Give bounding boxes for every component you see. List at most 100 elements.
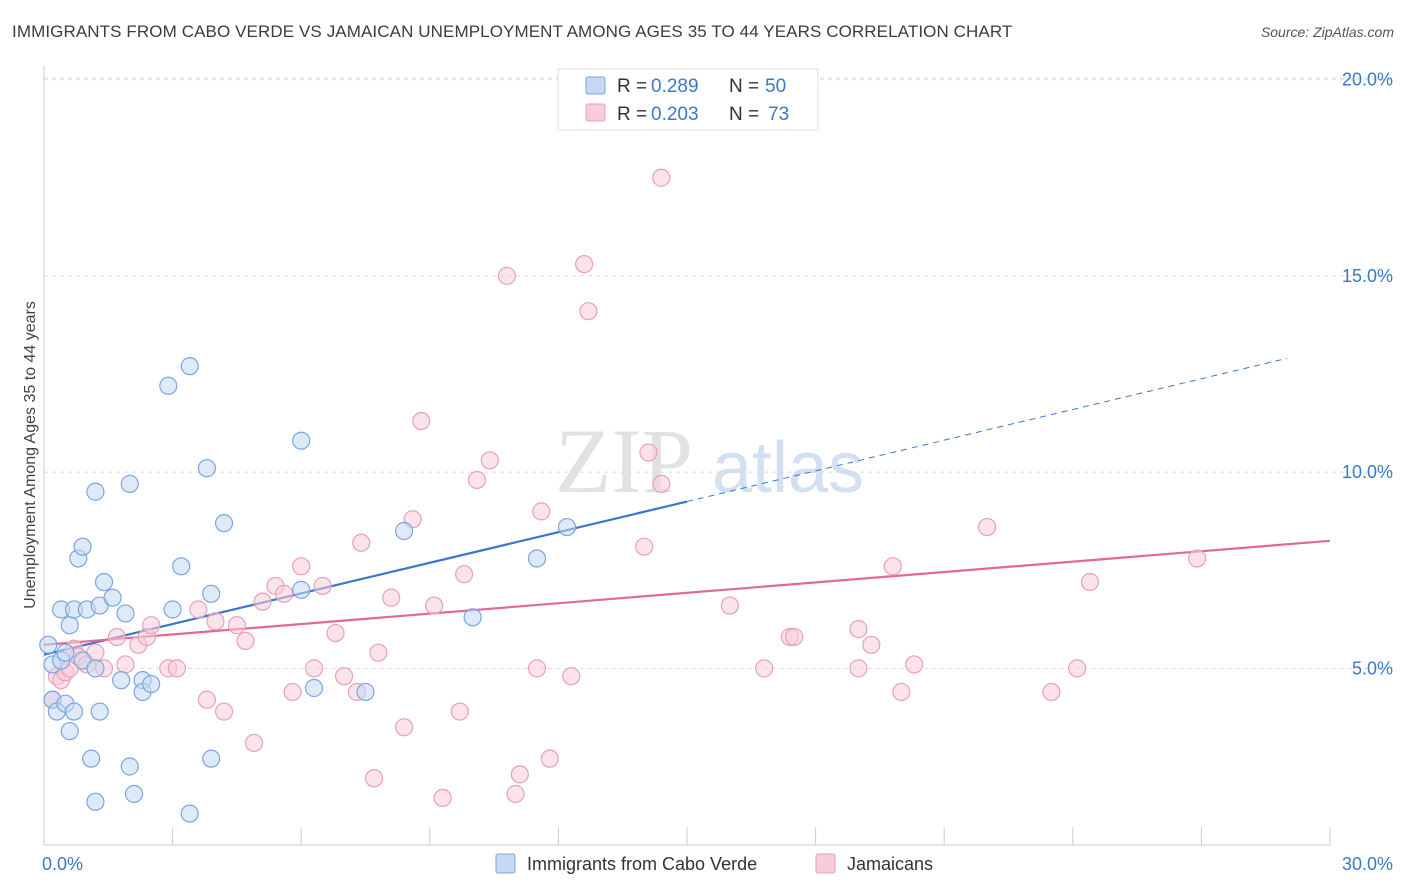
point-jamaicans [394, 718, 414, 737]
point-jamaicans [236, 631, 255, 651]
point-jamaicans [142, 616, 161, 635]
point-jamaicans [755, 659, 774, 678]
point-jamaicans [433, 788, 452, 808]
stats-n-label: N = [729, 76, 759, 97]
point-jamaicans [107, 627, 126, 647]
point-cabo-verde [197, 459, 216, 478]
point-jamaicans [313, 576, 332, 596]
y-tick-label: 5.0% [1352, 658, 1393, 678]
stats-n-value-pink: 73 [768, 104, 789, 125]
point-jamaicans [467, 470, 487, 490]
y-tick-label: 10.0% [1342, 462, 1393, 482]
point-jamaicans [1080, 572, 1100, 592]
point-jamaicans [532, 502, 551, 521]
point-cabo-verde [86, 482, 105, 501]
point-cabo-verde [292, 580, 311, 599]
point-cabo-verde [202, 749, 221, 768]
point-cabo-verde [124, 784, 144, 804]
grid-lines [44, 77, 1392, 669]
point-cabo-verde [94, 572, 114, 592]
point-cabo-verde [86, 792, 105, 811]
point-jamaicans [450, 702, 469, 721]
legend-label-cabo-verde: Immigrants from Cabo Verde [527, 854, 757, 874]
trend-line-jamaicans [43, 539, 1331, 646]
point-jamaicans [369, 643, 388, 662]
point-cabo-verde [180, 804, 199, 823]
point-cabo-verde [142, 674, 161, 694]
point-cabo-verde [56, 643, 75, 662]
x-tick-label: 30.0% [1342, 854, 1393, 874]
point-cabo-verde [90, 702, 109, 721]
stats-r-label: R = [617, 76, 647, 97]
point-jamaicans [424, 596, 444, 615]
point-jamaicans [849, 659, 868, 678]
point-jamaicans [652, 474, 671, 493]
point-cabo-verde [86, 659, 105, 678]
stats-swatch-pink [585, 103, 606, 122]
watermark-zip: ZIP [555, 410, 693, 512]
point-cabo-verde [120, 474, 139, 493]
point-jamaicans [785, 627, 804, 647]
point-cabo-verde [527, 549, 547, 568]
stats-n-value-blue: 50 [765, 76, 786, 97]
point-jamaicans [116, 655, 135, 674]
point-jamaicans [206, 612, 225, 631]
point-cabo-verde [214, 514, 234, 533]
point-jamaicans [540, 749, 559, 768]
point-cabo-verde [116, 604, 135, 623]
point-cabo-verde [557, 517, 577, 537]
point-jamaicans [326, 623, 345, 643]
point-jamaicans [883, 557, 902, 576]
point-jamaicans [892, 682, 911, 702]
point-jamaicans [1188, 549, 1207, 568]
point-jamaicans [977, 517, 997, 537]
trend-line-extension [686, 357, 1288, 503]
point-jamaicans [905, 655, 924, 674]
point-jamaicans [454, 565, 474, 584]
point-jamaicans [244, 733, 264, 753]
point-cabo-verde [304, 678, 324, 698]
watermark-atlas: atlas [712, 428, 864, 508]
point-jamaicans [480, 451, 499, 470]
point-jamaicans [227, 616, 246, 635]
point-cabo-verde [82, 749, 101, 768]
point-jamaicans [1067, 659, 1087, 678]
point-jamaicans [849, 620, 868, 639]
legend-swatch-cabo-verde [495, 853, 516, 874]
y-axis-label: Unemployment Among Ages 35 to 44 years [22, 301, 39, 609]
point-jamaicans [562, 667, 581, 686]
point-cabo-verde [180, 357, 199, 376]
point-jamaicans [197, 690, 216, 709]
point-cabo-verde [159, 376, 178, 395]
point-jamaicans [274, 584, 294, 603]
stats-r-value-pink: 0.203 [651, 104, 699, 125]
legend-swatch-jamaicans [815, 853, 836, 874]
point-jamaicans [214, 702, 234, 721]
point-jamaicans [283, 682, 302, 702]
point-cabo-verde [163, 600, 182, 619]
point-jamaicans [292, 557, 311, 576]
stats-r-label: R = [617, 104, 647, 125]
point-jamaicans [1042, 682, 1061, 702]
point-jamaicans [334, 667, 354, 686]
point-jamaicans [382, 588, 401, 607]
legend-label-jamaicans: Jamaicans [847, 854, 933, 874]
tick-labels: 5.0% 10.0% 15.0% 20.0% 0.0% 30.0% [42, 70, 1393, 874]
stats-n-label: N = [729, 104, 759, 125]
point-jamaicans [862, 635, 881, 654]
point-jamaicans [352, 533, 371, 552]
point-jamaicans [579, 302, 598, 321]
point-cabo-verde [120, 757, 139, 776]
source-label[interactable]: Source: ZipAtlas.com [1260, 24, 1394, 40]
axes [43, 66, 1331, 846]
point-jamaicans [364, 769, 384, 788]
point-jamaicans [497, 266, 517, 285]
point-cabo-verde [73, 537, 92, 556]
point-cabo-verde [292, 431, 311, 450]
point-jamaicans [506, 784, 525, 804]
point-jamaicans [253, 592, 272, 611]
point-cabo-verde [39, 635, 58, 654]
point-jamaicans [167, 659, 186, 678]
point-cabo-verde [394, 521, 414, 541]
point-jamaicans [510, 765, 529, 784]
